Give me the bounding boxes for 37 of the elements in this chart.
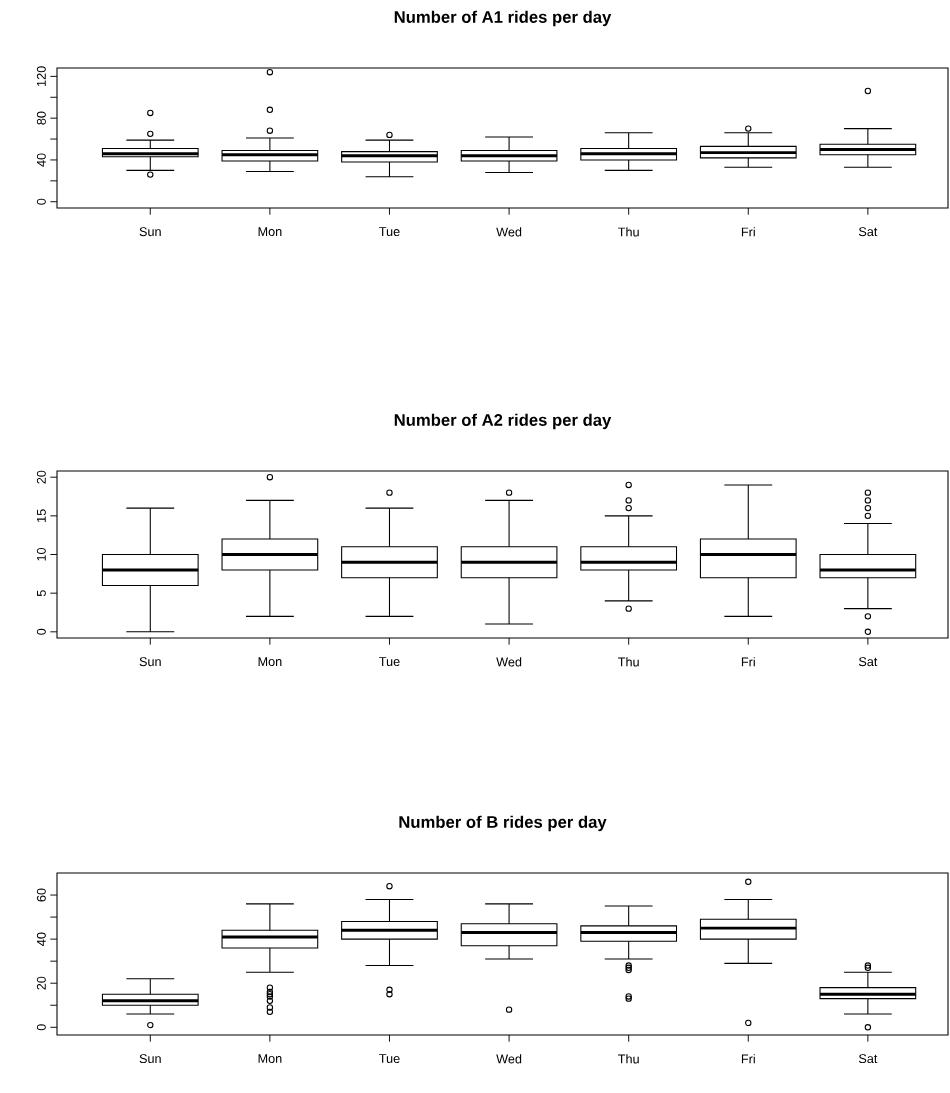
y-tick-label: 20 xyxy=(36,470,46,484)
y-tick-label: 80 xyxy=(36,111,46,125)
x-tick-label: Sat xyxy=(858,657,878,667)
x-tick-label: Mon xyxy=(258,1054,282,1063)
x-tick-label: Fri xyxy=(741,657,755,667)
x-tick-label: Sat xyxy=(858,227,878,237)
y-tick-label: 5 xyxy=(37,590,46,597)
y-tick-label: 0 xyxy=(36,1024,46,1031)
y-tick-label: 10 xyxy=(36,547,46,561)
x-tick-label: Sun xyxy=(139,657,161,667)
x-tick-label: Wed xyxy=(496,1054,522,1064)
chart-title: Number of B rides per day xyxy=(399,815,607,832)
x-tick-label: Tue xyxy=(379,1054,400,1063)
y-tick-label: 20 xyxy=(36,976,46,990)
x-tick-label: Mon xyxy=(258,657,282,666)
x-tick-label: Sun xyxy=(139,1054,161,1064)
y-tick-label: 0 xyxy=(36,198,46,205)
y-tick-label: 0 xyxy=(36,628,46,635)
x-tick-label: Fri xyxy=(741,1054,755,1064)
x-tick-label: Wed xyxy=(496,657,522,667)
x-tick-label: Sun xyxy=(139,227,161,237)
y-tick-label: 15 xyxy=(37,509,46,522)
x-tick-label: Tue xyxy=(379,657,400,666)
y-tick-label: 120 xyxy=(36,66,46,86)
x-tick-label: Thu xyxy=(618,1054,639,1064)
y-tick-label: 40 xyxy=(36,153,46,167)
x-tick-label: Sat xyxy=(858,1054,878,1064)
x-tick-label: Thu xyxy=(618,227,639,237)
x-tick-label: Thu xyxy=(618,657,639,667)
y-tick-label: 60 xyxy=(36,888,46,902)
chart-title: Number of A1 rides per day xyxy=(394,10,612,27)
x-tick-label: Wed xyxy=(496,227,522,237)
x-tick-label: Tue xyxy=(379,227,400,237)
y-tick-label: 40 xyxy=(36,932,46,946)
x-tick-label: Fri xyxy=(741,227,755,237)
x-tick-label: Mon xyxy=(258,227,282,237)
chart-title: Number of A2 rides per day xyxy=(394,413,612,430)
